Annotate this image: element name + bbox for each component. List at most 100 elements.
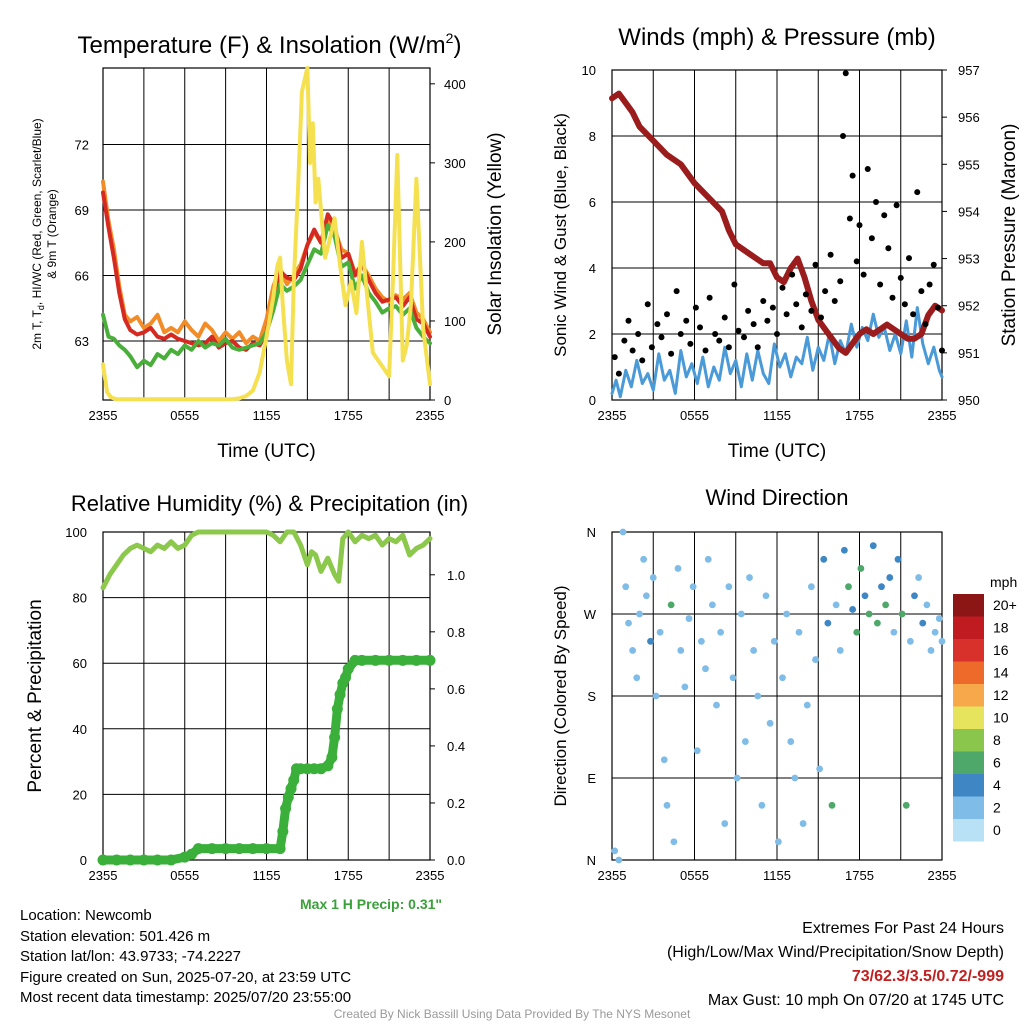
precip-point	[165, 854, 177, 866]
y2-tick-label: 953	[958, 252, 980, 267]
gust-point	[939, 347, 945, 354]
precip-point	[111, 854, 123, 866]
gust-point	[864, 166, 871, 172]
y-axis-label-line2: & 9m T (Orange)	[45, 189, 59, 279]
precip-point	[326, 751, 338, 763]
gust-point	[639, 357, 646, 364]
gust-point	[914, 189, 921, 196]
y-tick-label: 4	[589, 261, 596, 276]
gust-point	[658, 334, 665, 341]
y-axis-label: Percent & Precipitation	[25, 599, 46, 792]
y-axis-label: 2m T, Td, HI/WC (Red, Green, Scarlet/Blu…	[30, 118, 46, 349]
direction-point	[873, 619, 881, 627]
max-precip-label: Max 1 H Precip: 0.31"	[300, 896, 443, 912]
y-tick-label: 6	[589, 195, 596, 210]
gust-point	[873, 199, 879, 205]
gust-point	[842, 70, 849, 77]
extremes-subtitle: (High/Low/Max Wind/Precipitation/Snow De…	[666, 944, 1004, 961]
y-tick-label: 66	[75, 269, 89, 284]
gust-point	[849, 172, 856, 179]
gust-point	[697, 324, 703, 331]
direction-point	[840, 546, 848, 554]
chart-panel-3: 2355 0555 1155 1755 23550204060801000.00.20.…	[25, 491, 468, 883]
gust-point	[922, 321, 929, 328]
direction-point	[845, 583, 852, 591]
chart-title: Temperature (F) & Insolation (W/m2)	[78, 30, 462, 59]
precip-point	[356, 654, 368, 666]
direction-point	[894, 555, 902, 563]
direction-point	[857, 565, 865, 572]
gust-point	[702, 347, 709, 354]
direction-point	[625, 619, 632, 627]
y2-axis-label: Station Pressure (Maroon)	[999, 124, 1020, 347]
gust-point	[860, 271, 867, 278]
x-tick-label: 0555	[680, 408, 709, 423]
direction-point	[754, 692, 762, 700]
legend-label: 10	[993, 710, 1009, 726]
y2-tick-label: 0.0	[447, 853, 465, 868]
direction-point	[725, 583, 733, 591]
x-tick-label: 1755	[334, 408, 363, 423]
location-text: Location: Newcomb	[20, 907, 152, 924]
precip-point	[285, 783, 297, 795]
precip-point	[424, 654, 436, 666]
direction-point	[886, 574, 894, 581]
direction-point	[770, 637, 778, 645]
gust-point	[611, 354, 618, 361]
max-gust-text: Max Gust: 10 mph On 07/20 at 1745 UTC	[707, 992, 1004, 1009]
legend-swatch	[953, 729, 984, 752]
direction-point	[660, 756, 668, 764]
direction-point	[836, 647, 844, 654]
gust-point	[683, 317, 690, 324]
direction-point	[902, 801, 910, 809]
y2-tick-label: 956	[958, 110, 980, 125]
gust-point	[721, 314, 728, 321]
gust-point	[846, 215, 853, 222]
direction-point	[622, 583, 630, 591]
direction-point	[820, 555, 828, 563]
y-tick-label: 20	[73, 787, 87, 802]
recent-data-text: Most recent data timestamp: 2025/07/20 2…	[20, 989, 352, 1006]
gust-point	[906, 255, 912, 262]
y-axis-label: Sonic Wind & Gust (Blue, Black)	[551, 113, 570, 357]
direction-point	[681, 683, 689, 691]
gust-point	[893, 202, 900, 209]
legend-swatch	[953, 751, 984, 774]
direction-point	[704, 555, 712, 563]
gust-point	[930, 261, 937, 268]
direction-point	[935, 615, 943, 622]
x-tick-label: 0555	[170, 868, 199, 883]
gust-point	[868, 235, 875, 242]
y2-tick-label: 100	[444, 314, 466, 329]
legend-swatch	[953, 819, 984, 842]
direction-point	[812, 656, 819, 663]
legend-swatch	[953, 594, 984, 617]
series-line-0	[101, 179, 432, 346]
precip-point	[383, 654, 395, 666]
direction-point	[640, 555, 648, 563]
direction-point	[791, 774, 799, 782]
x-tick-label: 2355	[598, 408, 627, 423]
direction-point	[717, 628, 725, 636]
direction-point	[762, 592, 770, 600]
y-axis-label: Direction (Colored By Speed)	[551, 585, 570, 806]
direction-point	[911, 592, 918, 600]
chart-title: Wind Direction	[705, 485, 848, 510]
direction-point	[807, 583, 815, 591]
x-tick-label: 1755	[334, 868, 363, 883]
precip-point	[322, 760, 334, 772]
precip-point	[152, 854, 163, 866]
direction-point	[656, 628, 664, 636]
gust-point	[837, 278, 844, 285]
precip-point	[206, 843, 218, 855]
legend-title: mph	[990, 574, 1017, 590]
direction-point	[619, 528, 627, 536]
y-tick-label: 0	[80, 853, 87, 868]
x-tick-label: 1155	[253, 868, 281, 883]
direction-point	[861, 592, 869, 600]
gust-point	[644, 301, 651, 308]
gust-point	[677, 331, 684, 337]
legend-swatch	[953, 639, 984, 662]
direction-point	[746, 574, 753, 581]
direction-point	[774, 838, 782, 846]
